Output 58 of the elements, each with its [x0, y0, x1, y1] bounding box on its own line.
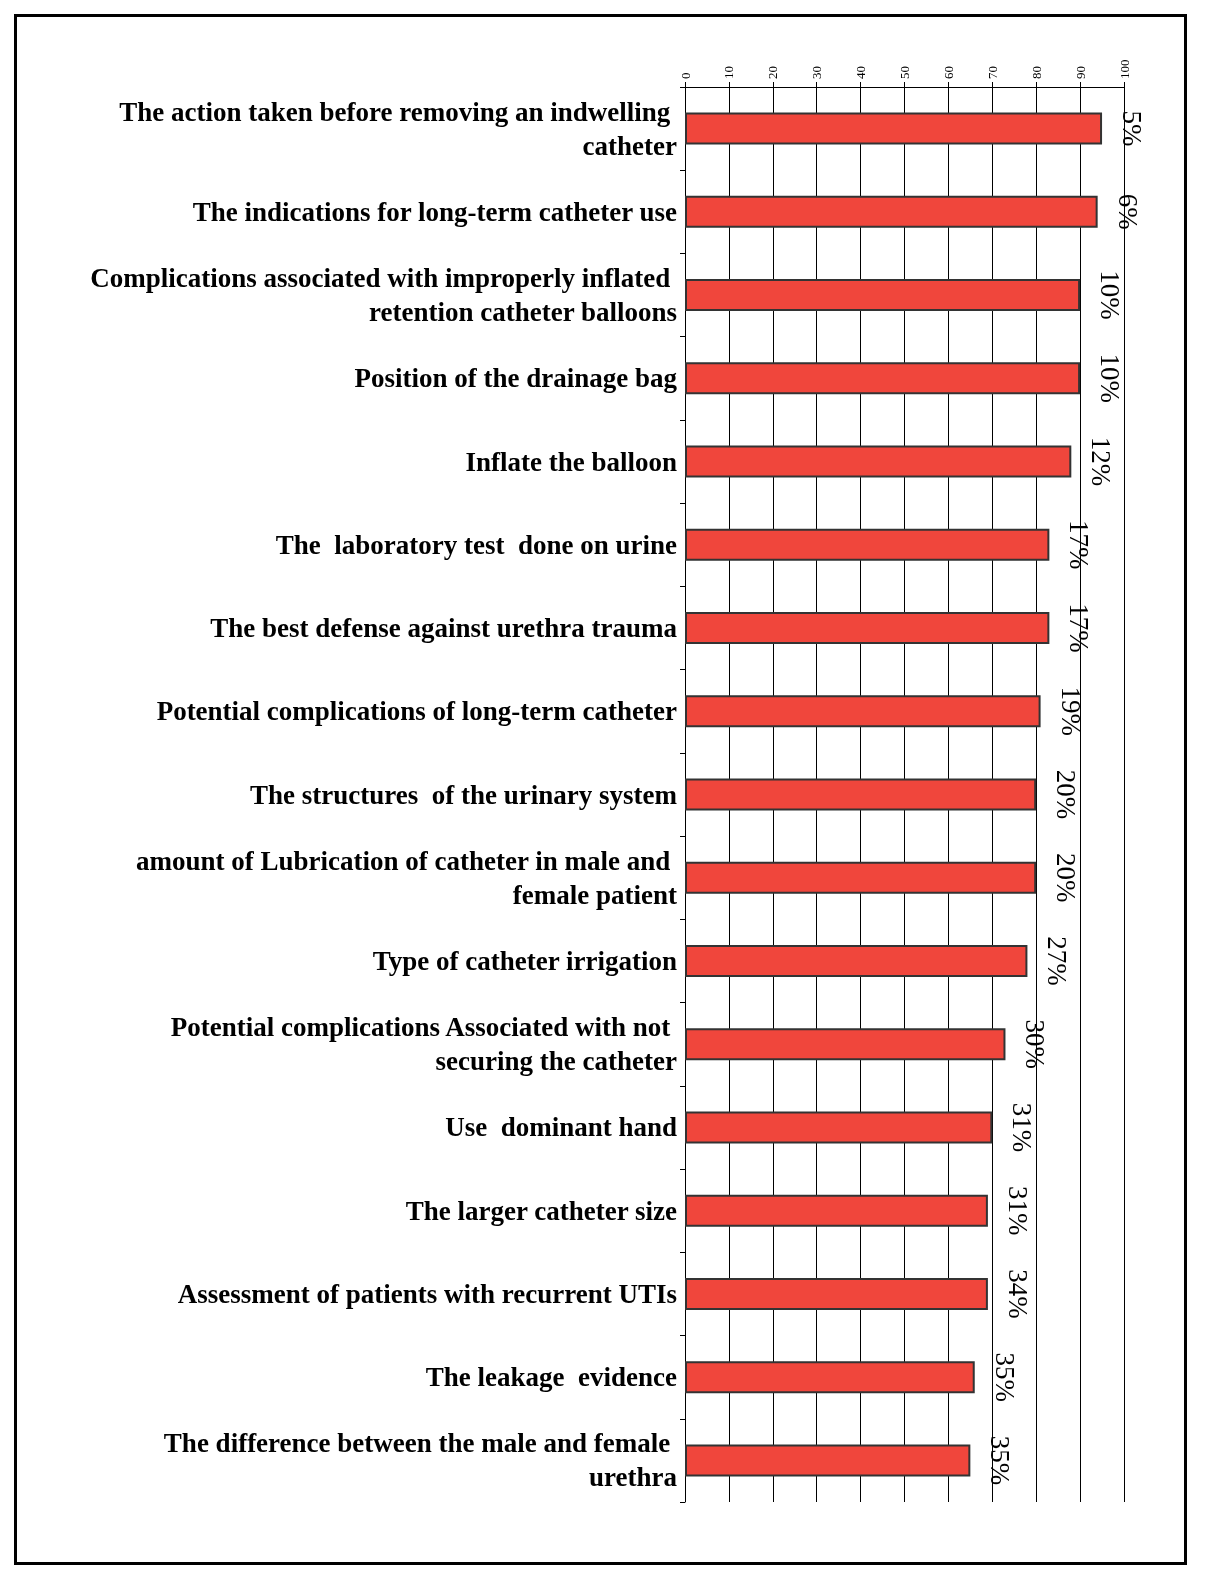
y-tick-label: Potential complications Associated with not securing the catheter — [170, 1012, 678, 1077]
x-tick-label: 10 — [721, 66, 737, 79]
annotation: 10% — [1095, 270, 1126, 320]
bar — [685, 445, 1072, 478]
annotation: 34% — [1002, 1269, 1033, 1319]
y-tick-label: Inflate the balloon — [465, 446, 677, 477]
y-tick-label: The laboratory test done on urine — [275, 529, 678, 560]
y-tick-label: The structures of the urinary system — [250, 779, 678, 810]
x-tick-label: 80 — [1028, 66, 1044, 79]
bar — [685, 1028, 1006, 1061]
x-tick-label: 20 — [765, 66, 781, 79]
y-tick-label: Assessment of patients with recurrent UTIs — [177, 1278, 677, 1309]
annotation: 31% — [1007, 1102, 1038, 1153]
y-tick-label: The leakage evidence — [425, 1362, 678, 1393]
annotation: 20% — [1051, 769, 1082, 820]
y-tick-label: The difference between the male and female urethra — [163, 1428, 678, 1493]
y-tick-label: The indications for long-term catheter use — [192, 196, 678, 227]
bar — [685, 695, 1041, 728]
y-tick-label: Type of catheter irrigation — [372, 945, 677, 976]
bar — [685, 612, 1050, 645]
bar — [685, 944, 1028, 977]
bar — [685, 1361, 975, 1394]
x-tick-label: 60 — [940, 66, 956, 79]
annotation: 10% — [1095, 353, 1126, 404]
bar — [685, 861, 1037, 894]
bar — [685, 1194, 988, 1227]
bar — [685, 362, 1081, 395]
x-tick-label: 40 — [853, 66, 869, 79]
y-tick-label: The action taken before removing an indwelling catheter — [119, 96, 678, 161]
y-tick-label: amount of Lubrication of catheter in male and female patient — [136, 845, 678, 910]
y-tick-label: Use dominant hand — [445, 1112, 677, 1143]
annotation: 19% — [1055, 686, 1086, 737]
bar — [685, 778, 1037, 811]
x-tick-label: 0 — [677, 72, 693, 79]
bar — [685, 528, 1050, 561]
x-tick-label: 90 — [1072, 66, 1088, 79]
y-tick-label: Complications associated with improperly inflated retention catheter balloons — [90, 263, 677, 328]
bar — [685, 279, 1081, 312]
x-tick-label: 30 — [809, 66, 825, 79]
y-tick-label: The best defense against urethra trauma — [210, 613, 678, 644]
annotation: 17% — [1064, 603, 1095, 653]
y-tick-label: The larger catheter size — [405, 1195, 678, 1226]
y-tick-label: Potential complications of long-term catheter — [156, 696, 678, 727]
bar — [685, 195, 1098, 228]
bar — [685, 1444, 971, 1477]
annotation: 35% — [989, 1352, 1020, 1402]
bar — [685, 112, 1103, 145]
annotation: 20% — [1051, 852, 1082, 903]
y-tick-label: Position of the drainage bag — [354, 363, 678, 394]
annotation: 12% — [1086, 436, 1117, 487]
x-tick-label: 50 — [897, 66, 912, 79]
x-tick-label: 100 — [1116, 59, 1132, 79]
annotation: 27% — [1042, 936, 1073, 986]
x-tick-label: 70 — [984, 66, 1000, 79]
annotation: 17% — [1064, 520, 1095, 570]
bar — [685, 1277, 988, 1310]
bar — [685, 1111, 993, 1144]
annotation: 31% — [1002, 1185, 1033, 1236]
